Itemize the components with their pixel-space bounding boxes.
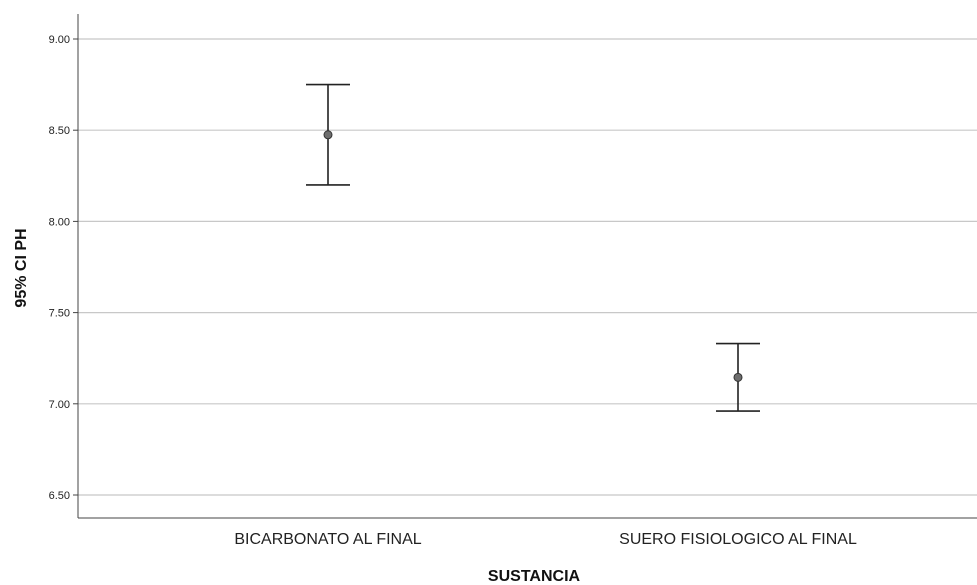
y-tick-label: 8.00 — [49, 216, 70, 228]
errorbar-group — [716, 342, 760, 412]
error-bars — [306, 83, 760, 412]
x-category-label: BICARBONATO AL FINAL — [234, 531, 421, 548]
mean-point — [323, 130, 333, 140]
gridlines — [73, 38, 977, 496]
x-axis-title: SUSTANCIA — [488, 568, 581, 585]
y-tick-label: 7.50 — [49, 308, 70, 320]
x-category-label: SUERO FISIOLOGICO AL FINAL — [619, 531, 857, 548]
axes — [77, 14, 977, 519]
y-tick-label: 9.00 — [49, 34, 70, 46]
y-tick-label: 8.50 — [49, 125, 70, 137]
y-tick-label: 7.00 — [49, 399, 70, 411]
mean-point — [733, 372, 743, 382]
x-category-labels: BICARBONATO AL FINAL SUERO FISIOLOGICO AL… — [234, 531, 857, 548]
y-axis-title: 95% CI PH — [13, 228, 30, 307]
y-tick-labels: 6.50 7.00 7.50 8.00 8.50 9.00 — [49, 34, 70, 502]
errorbar-group — [306, 83, 350, 186]
y-tick-label: 6.50 — [49, 490, 70, 502]
